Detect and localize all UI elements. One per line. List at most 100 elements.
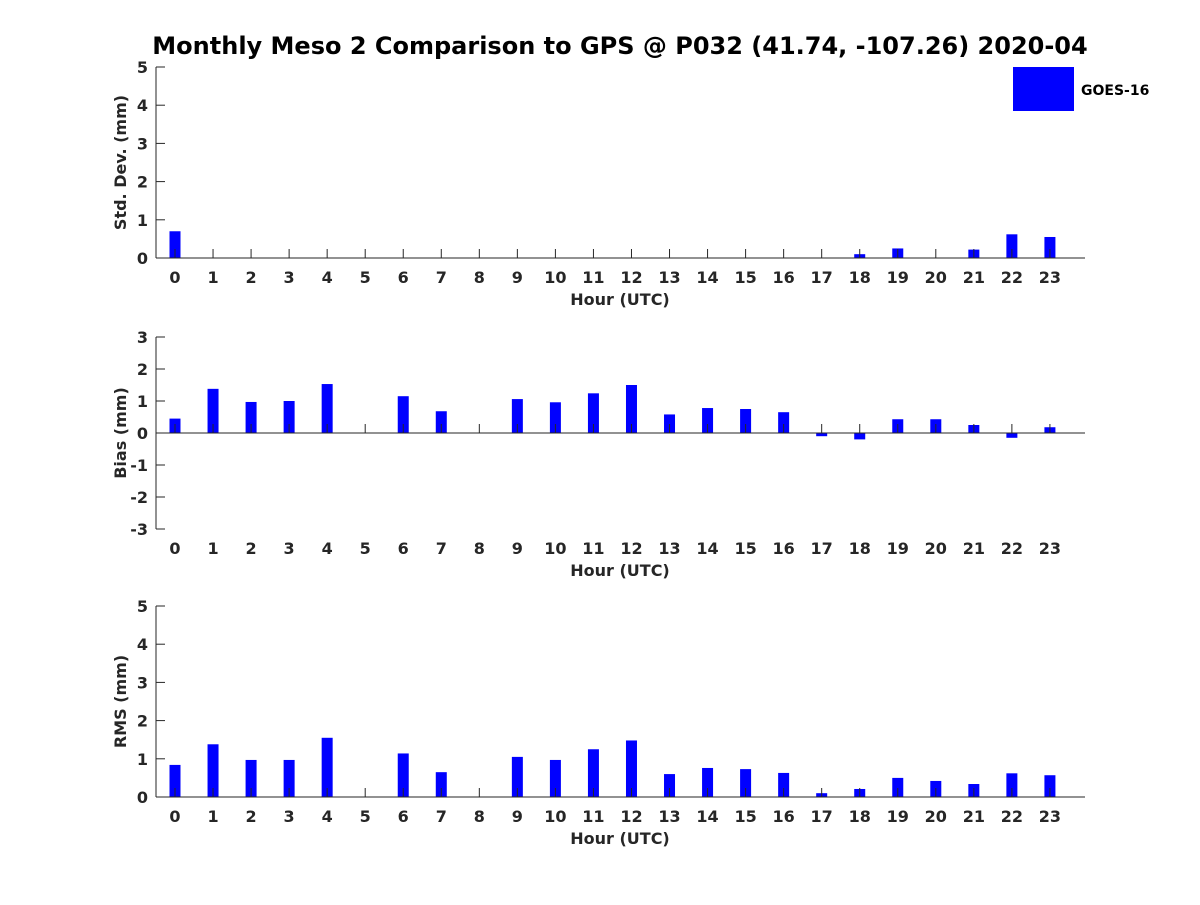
- panel-3-y-tick-label-1: 1: [137, 750, 148, 769]
- panel-2-x-tick-label-23: 23: [1039, 539, 1061, 558]
- panel-2-x-tick-label-0: 0: [169, 539, 180, 558]
- panel-2-bar-12: [625, 385, 637, 433]
- panel-2-y-axis-label: Bias (mm): [111, 387, 130, 479]
- panel-1-x-tick-label-8: 8: [474, 268, 485, 287]
- panel-3-y-axis-label: RMS (mm): [111, 655, 130, 748]
- panel-3-x-tick-label-16: 16: [773, 807, 795, 826]
- panel-1-x-tick-label-12: 12: [620, 268, 642, 287]
- panel-2-bar-18: [854, 433, 866, 440]
- panel-3-x-tick-label-1: 1: [207, 807, 218, 826]
- panel-1-x-tick-label-21: 21: [963, 268, 985, 287]
- panel-1-y-tick-label-3: 3: [137, 134, 148, 153]
- panel-1-bar-22: [1006, 234, 1018, 258]
- panel-2-bar-6: [397, 396, 409, 433]
- panel-3-y-tick-label-5: 5: [137, 597, 148, 616]
- panel-2-y-tick-label--2: -2: [130, 488, 148, 507]
- panel-2-bar-9: [511, 399, 523, 433]
- panel-2-x-tick-label-3: 3: [284, 539, 295, 558]
- panel-1-x-tick-label-2: 2: [246, 268, 257, 287]
- panel-1-y-tick-label-5: 5: [137, 58, 148, 77]
- panel-1-y-axis-label: Std. Dev. (mm): [111, 95, 130, 230]
- panel-3-bar-12: [625, 740, 637, 797]
- panel-3-bar-16: [778, 772, 790, 797]
- panel-3-bar-2: [245, 759, 257, 797]
- panel-3-x-tick-label-14: 14: [696, 807, 718, 826]
- panel-1-x-tick-label-0: 0: [169, 268, 180, 287]
- panel-2-bar-7: [435, 411, 447, 433]
- panel-2-x-axis-label: Hour (UTC): [570, 561, 670, 580]
- panel-1-x-tick-label-11: 11: [582, 268, 604, 287]
- panel-1-x-tick-label-22: 22: [1001, 268, 1023, 287]
- panel-2-x-tick-label-5: 5: [360, 539, 371, 558]
- panel-3-y-tick-label-3: 3: [137, 673, 148, 692]
- panel-2-x-tick-label-8: 8: [474, 539, 485, 558]
- panel-2-x-tick-label-2: 2: [246, 539, 257, 558]
- panel-2-bar-3: [283, 401, 295, 433]
- panel-1-x-tick-label-6: 6: [398, 268, 409, 287]
- panel-2-x-tick-label-12: 12: [620, 539, 642, 558]
- panel-2-x-tick-label-22: 22: [1001, 539, 1023, 558]
- legend-label: GOES-16: [1081, 83, 1149, 99]
- panel-3-bar-4: [321, 737, 333, 797]
- panel-1-x-tick-label-7: 7: [436, 268, 447, 287]
- panel-1-y-tick-label-2: 2: [137, 173, 148, 192]
- panel-3-x-tick-label-6: 6: [398, 807, 409, 826]
- panel-1-x-tick-label-9: 9: [512, 268, 523, 287]
- panel-2-bar-1: [207, 388, 219, 433]
- panel-3-x-tick-label-20: 20: [925, 807, 947, 826]
- panel-1-x-tick-label-23: 23: [1039, 268, 1061, 287]
- panel-1-bar-0: [169, 231, 181, 258]
- panel-2-x-tick-label-13: 13: [658, 539, 680, 558]
- panel-3-bar-1: [207, 744, 219, 797]
- panel-2-y-tick-label--3: -3: [130, 520, 148, 539]
- panel-2-x-tick-label-18: 18: [849, 539, 871, 558]
- panel-1-x-tick-label-15: 15: [734, 268, 756, 287]
- panel-3-x-tick-label-5: 5: [360, 807, 371, 826]
- panel-3-x-tick-label-10: 10: [544, 807, 566, 826]
- panel-1-x-tick-label-13: 13: [658, 268, 680, 287]
- panel-3-bar-7: [435, 772, 447, 797]
- panel-2-x-tick-label-16: 16: [773, 539, 795, 558]
- panel-2-x-tick-label-1: 1: [207, 539, 218, 558]
- panel-2-x-tick-label-17: 17: [811, 539, 833, 558]
- panel-1-x-tick-label-5: 5: [360, 268, 371, 287]
- panel-1-x-tick-label-19: 19: [887, 268, 909, 287]
- panel-3-bar-22: [1006, 773, 1018, 797]
- panel-2-bar-4: [321, 384, 333, 433]
- panel-3-x-tick-label-22: 22: [1001, 807, 1023, 826]
- panel-3-x-tick-label-19: 19: [887, 807, 909, 826]
- chart-title: Monthly Meso 2 Comparison to GPS @ P032 …: [152, 32, 1087, 60]
- panel-3-x-tick-label-15: 15: [734, 807, 756, 826]
- panel-2-x-tick-label-11: 11: [582, 539, 604, 558]
- panel-1-x-tick-label-14: 14: [696, 268, 718, 287]
- panel-3-bar-10: [549, 759, 561, 797]
- panel-1-y-tick-label-1: 1: [137, 211, 148, 230]
- panel-1-x-tick-label-10: 10: [544, 268, 566, 287]
- panel-2-x-tick-label-7: 7: [436, 539, 447, 558]
- panel-1-y-tick-label-4: 4: [137, 96, 148, 115]
- legend-swatch: [1013, 67, 1074, 111]
- panel-3-bar-15: [740, 769, 752, 797]
- panel-3-x-tick-label-3: 3: [284, 807, 295, 826]
- panel-3-x-tick-label-4: 4: [322, 807, 333, 826]
- panel-1-x-tick-label-1: 1: [207, 268, 218, 287]
- panel-1-x-axis-label: Hour (UTC): [570, 290, 670, 309]
- panel-1-x-tick-label-3: 3: [284, 268, 295, 287]
- panel-1-x-tick-label-16: 16: [773, 268, 795, 287]
- panel-2-bar-16: [778, 412, 790, 433]
- panel-3-bar-3: [283, 759, 295, 797]
- panel-3-x-tick-label-7: 7: [436, 807, 447, 826]
- panel-3-x-tick-label-12: 12: [620, 807, 642, 826]
- panel-2-bar-22: [1006, 433, 1018, 438]
- panel-3-x-tick-label-2: 2: [246, 807, 257, 826]
- panel-2-x-tick-label-14: 14: [696, 539, 718, 558]
- panel-3-x-tick-label-17: 17: [811, 807, 833, 826]
- panel-2-bar-11: [587, 393, 599, 433]
- panel-2-x-tick-label-10: 10: [544, 539, 566, 558]
- panel-3-bar-0: [169, 764, 181, 797]
- panel-3-y-tick-label-4: 4: [137, 635, 148, 654]
- panel-3-y-tick-label-2: 2: [137, 712, 148, 731]
- panel-2-y-tick-label-2: 2: [137, 360, 148, 379]
